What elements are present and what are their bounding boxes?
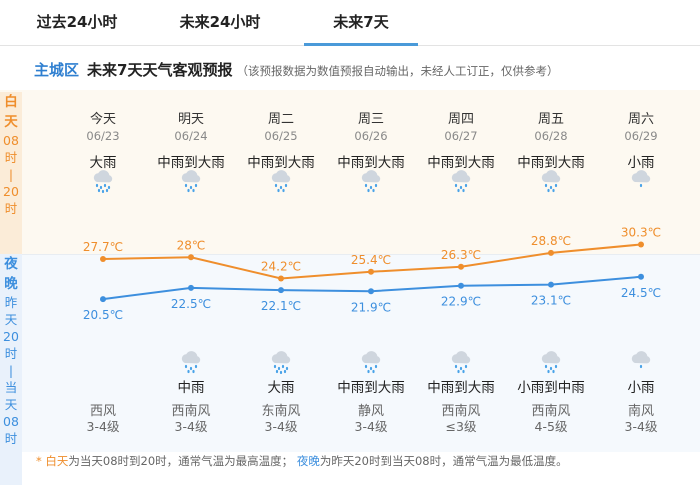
rain-icon — [416, 350, 506, 374]
footnote-night-text: 为昨天20时到当天08时，通常气温为最低温度。 — [319, 454, 568, 468]
page-title: 未来7天天气客观预报 — [87, 61, 233, 79]
wind-level: 3-4级 — [624, 419, 658, 434]
wind-direction: 西南风 — [531, 404, 571, 419]
daytime-hours: 08 时 | 20 时 — [0, 132, 22, 217]
rain-icon — [416, 169, 506, 193]
day-char: 时 — [4, 150, 18, 165]
day-date: 06/26 — [354, 129, 388, 143]
footnote-day-text: 为当天08时到20时，通常气温为最高温度； — [68, 454, 294, 468]
forecast-disclaimer: （该预报数据为数值预报自动输出，未经人工订正，仅供参考） — [236, 64, 559, 78]
day-weather: 大雨 — [89, 155, 117, 171]
daytime-band — [0, 90, 700, 254]
daytime-side-label: 白天 08 时 | 20 时 — [0, 92, 22, 262]
night-char: 20 — [3, 329, 19, 344]
day-weather: 中雨到大雨 — [337, 155, 405, 171]
night-char: 天 — [4, 312, 18, 327]
rain-icon — [326, 169, 416, 193]
day-weather: 中雨到大雨 — [517, 155, 585, 171]
rain-icon — [506, 169, 596, 193]
legend-footnote: * 白天为当天08时到20时，通常气温为最高温度； 夜晚为昨天20时到当天08时… — [36, 453, 568, 469]
night-weather: 中雨 — [177, 380, 205, 396]
night-char: | — [8, 363, 14, 378]
day-weather: 中雨到大雨 — [157, 155, 225, 171]
tab-next-24h[interactable]: 未来24小时 — [179, 13, 261, 31]
wind-direction: 东南风 — [261, 404, 301, 419]
night-char: 天 — [4, 397, 18, 412]
day-name: 周六 — [627, 112, 654, 127]
wind-direction: 西风 — [89, 404, 116, 419]
night-weather: 中雨到大雨 — [427, 380, 495, 396]
day-date: 06/29 — [624, 129, 658, 143]
forecast-header: 主城区 未来7天天气客观预报 （该预报数据为数值预报自动输出，未经人工订正，仅供参考… — [34, 56, 558, 84]
day-date: 06/28 — [534, 129, 568, 143]
rain-icon — [146, 169, 236, 193]
day-weather: 小雨 — [627, 155, 655, 171]
wind-level: ≤3级 — [445, 419, 477, 434]
wind-direction: 南风 — [627, 404, 654, 419]
day-name: 周二 — [267, 112, 294, 127]
day-name: 周四 — [447, 112, 474, 127]
day-char: 时 — [4, 201, 18, 216]
night-char: 昨 — [4, 295, 18, 310]
rain-icon — [326, 350, 416, 374]
rain-icon — [506, 350, 596, 374]
wind-level: 3-4级 — [174, 419, 208, 434]
wind-level: 3-4级 — [86, 419, 120, 434]
forecast-panel — [0, 90, 700, 452]
night-title: 夜晚 — [4, 256, 18, 292]
day-name: 明天 — [177, 112, 204, 127]
wind-direction: 西南风 — [441, 404, 481, 419]
night-weather: 中雨到大雨 — [337, 380, 405, 396]
night-weather: 小雨到中雨 — [517, 380, 585, 396]
tab-past-24h[interactable]: 过去24小时 — [36, 13, 118, 31]
day-name: 周三 — [357, 112, 384, 127]
day-weather: 中雨到大雨 — [427, 155, 495, 171]
wind-level: 3-4级 — [264, 419, 298, 434]
rain-icon — [146, 350, 236, 374]
light-rain-icon — [596, 169, 686, 193]
footnote-day-key: 白天 — [45, 454, 69, 468]
night-char: 08 — [3, 414, 19, 429]
day-char: | — [8, 167, 14, 182]
day-char: 20 — [3, 184, 19, 199]
day-date: 06/27 — [444, 129, 478, 143]
band-divider — [22, 254, 700, 255]
day-date: 06/25 — [264, 129, 298, 143]
wind-direction: 静风 — [357, 404, 384, 419]
night-hours: 昨天 20 时 | 当天 08 时 — [0, 294, 22, 447]
heavy-rain-icon — [58, 169, 148, 193]
night-char: 当 — [4, 380, 18, 395]
forecast-tabs: 过去24小时 未来24小时 未来7天 — [0, 0, 700, 46]
daytime-title: 白天 — [4, 94, 18, 130]
wind-level: 3-4级 — [354, 419, 388, 434]
night-side-label: 夜晚 昨天 20 时 | 当天 08 时 — [0, 254, 22, 485]
footnote-star: * — [36, 454, 42, 468]
night-weather: 小雨 — [627, 380, 655, 396]
tab-next-7-days[interactable]: 未来7天 — [304, 0, 418, 46]
wind-level: 4-5级 — [534, 419, 568, 434]
light-rain-icon — [596, 350, 686, 374]
night-char: 时 — [4, 431, 18, 446]
day-date: 06/24 — [174, 129, 208, 143]
day-name: 周五 — [537, 112, 564, 127]
day-date: 06/23 — [86, 129, 120, 143]
day-weather: 中雨到大雨 — [247, 155, 315, 171]
wind-direction: 西南风 — [171, 404, 211, 419]
day-char: 08 — [3, 133, 19, 148]
city-name: 主城区 — [34, 61, 80, 79]
day-name: 今天 — [89, 112, 116, 127]
night-char: 时 — [4, 346, 18, 361]
night-weather: 大雨 — [267, 380, 295, 396]
footnote-night-key: 夜晚 — [296, 454, 320, 468]
rain-icon — [236, 169, 326, 193]
heavy-rain-icon — [236, 350, 326, 374]
